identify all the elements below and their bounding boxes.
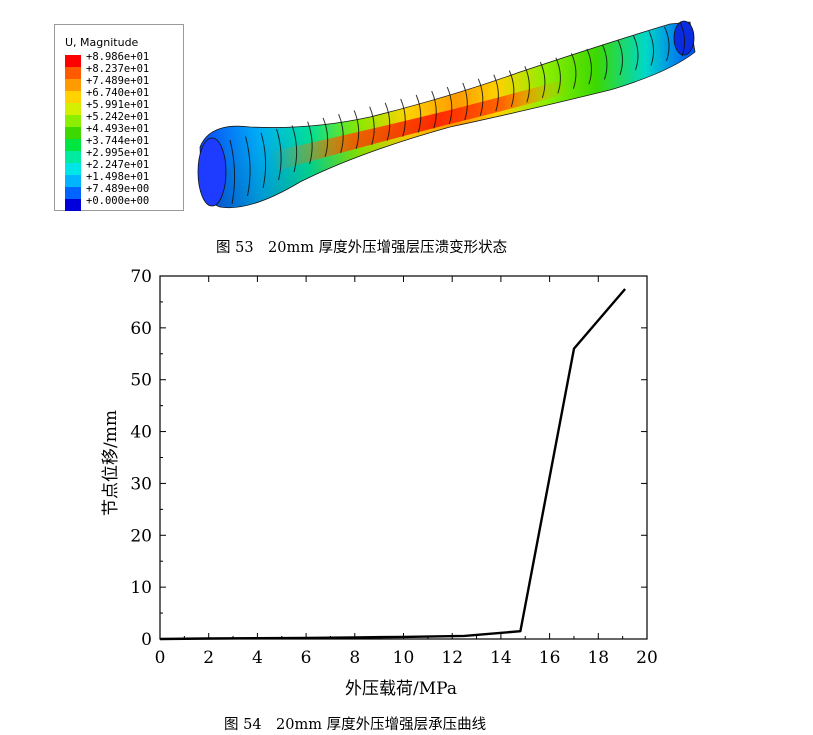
legend-title: U, Magnitude	[65, 36, 139, 49]
legend-swatch	[65, 91, 81, 103]
legend-value: +8.986e+01	[86, 51, 150, 63]
x-tick-label: 6	[301, 648, 312, 668]
contour-legend: U, Magnitude +8.986e+01 +8.237e+01 +7.489e…	[54, 24, 184, 211]
legend-swatch	[65, 175, 81, 187]
legend-swatch	[65, 187, 81, 199]
spiral-rib	[400, 98, 406, 137]
legend-value: +2.995e+01	[86, 147, 150, 159]
figure53-caption: 图 53 20mm 厚度外压增强层压溃变形状态	[216, 240, 508, 256]
fea-contour-figure: U, Magnitude +8.986e+01 +8.237e+01 +7.489e…	[0, 0, 813, 256]
spiral-rib	[229, 139, 236, 205]
x-tick-label: 18	[587, 648, 609, 668]
figure54-caption: 图 54 20mm 厚度外压增强层承压曲线	[224, 717, 487, 733]
y-tick-label: 50	[130, 371, 152, 391]
x-tick-label: 16	[539, 648, 561, 668]
legend-value: +3.744e+01	[86, 135, 150, 147]
spiral-rib	[664, 26, 670, 62]
plot-frame	[159, 275, 648, 640]
legend-value: +0.000e+00	[86, 195, 150, 207]
legend-swatch	[65, 199, 81, 211]
legend-value: +2.247e+01	[86, 159, 150, 171]
spiral-rib	[322, 117, 329, 157]
y-tick-label: 20	[130, 526, 152, 546]
spiral-rib	[617, 39, 623, 76]
legend-swatch	[65, 151, 81, 163]
spiral-rib	[508, 70, 515, 107]
spiral-rib	[369, 106, 375, 145]
deformed-pipe-render	[197, 20, 696, 209]
legend-swatch	[65, 67, 81, 79]
spiral-rib	[307, 121, 313, 165]
spiral-rib	[291, 125, 298, 173]
spiral-rib	[477, 78, 484, 116]
series-line	[159, 288, 627, 641]
legend-value: +5.991e+01	[86, 99, 150, 111]
legend-value: +6.740e+01	[86, 87, 150, 99]
legend-swatch	[65, 139, 81, 151]
spiral-rib	[431, 90, 437, 129]
spiral-rib	[570, 53, 577, 89]
spiral-rib	[338, 114, 344, 153]
legend-swatch	[65, 127, 81, 139]
legend-value: +7.489e+00	[86, 183, 150, 195]
spiral-rib	[632, 35, 639, 71]
x-tick-label: 10	[393, 648, 415, 668]
legend-swatch	[65, 55, 81, 67]
spiral-rib	[384, 102, 391, 141]
x-tick-label: 20	[636, 648, 658, 668]
pressure-displacement-chart: 0 2 4 6 8 10 12 14 16 18 20 0 10 20 30 40 50 60 70 外压载荷/MP…	[101, 267, 658, 699]
y-axis-label: 节点位移/mm	[101, 410, 121, 516]
spiral-rib	[539, 61, 546, 99]
spiral-rib	[555, 57, 561, 94]
spiral-rib	[586, 48, 592, 85]
y-tick-label: 0	[141, 630, 152, 650]
legend-swatch	[65, 103, 81, 115]
spiral-rib	[524, 66, 530, 103]
x-tick-label: 4	[252, 648, 263, 668]
spiral-rib	[648, 30, 654, 66]
legend-swatch	[65, 79, 81, 91]
y-tick-label: 70	[130, 267, 152, 287]
legend-value: +1.498e+01	[86, 171, 150, 183]
spiral-rib	[679, 21, 686, 57]
x-tick-label: 2	[203, 648, 214, 668]
spiral-rib	[446, 86, 453, 125]
spiral-rib	[260, 132, 267, 189]
y-tick-label: 30	[130, 474, 152, 494]
legend-value: +8.237e+01	[86, 63, 150, 75]
legend-value: +5.242e+01	[86, 111, 150, 123]
spiral-rib	[276, 128, 282, 181]
x-tick-label: 14	[490, 648, 512, 668]
legend-swatch	[65, 115, 81, 127]
x-tick-label: 12	[441, 648, 463, 668]
y-tick-label: 60	[130, 319, 152, 339]
legend-value: +4.493e+01	[86, 123, 150, 135]
spiral-rib	[462, 82, 468, 121]
y-tick-label: 10	[130, 578, 152, 598]
legend-swatch	[65, 163, 81, 175]
spiral-rib	[601, 44, 608, 80]
x-tick-label: 8	[349, 648, 360, 668]
spiral-rib	[415, 94, 422, 133]
spiral-rib	[245, 136, 251, 197]
x-axis-label: 外压载荷/MPa	[345, 679, 457, 699]
y-tick-label: 40	[130, 423, 152, 443]
spiral-rib	[493, 74, 499, 112]
x-tick-label: 0	[155, 648, 166, 668]
spiral-rib	[353, 110, 360, 149]
legend-value: +7.489e+01	[86, 75, 150, 87]
